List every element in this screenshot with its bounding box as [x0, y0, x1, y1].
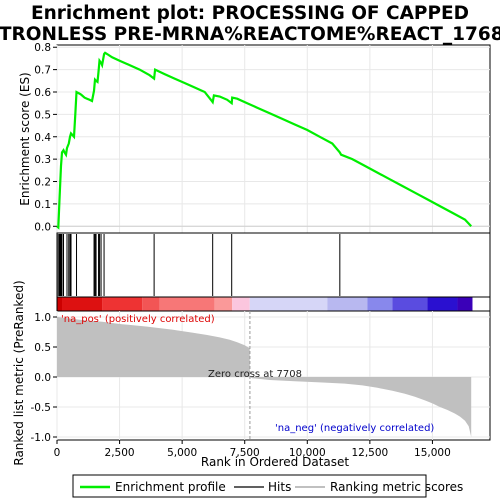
x-tick-label: 5,000: [167, 447, 197, 459]
rank-color-segment: [249, 297, 328, 311]
es-y-tick-label: 0.1: [34, 199, 51, 211]
legend-metric-label: Ranking metric scores: [330, 480, 463, 494]
es-panel: 0.0 0.1 0.2 0.3 0.4 0.5 0.6 0.7 0.8: [34, 42, 491, 234]
legend-hits-label: Hits: [268, 480, 291, 494]
rank-color-segment: [62, 297, 103, 311]
metric-y-axis-label: Ranked list metric (PreRanked): [12, 280, 26, 465]
rank-color-segment: [367, 297, 393, 311]
es-y-tick-label: 0.2: [34, 177, 51, 189]
es-y-tick-label: 0.6: [34, 87, 51, 99]
rank-color-segment: [57, 297, 63, 311]
x-tick-label: 0: [54, 447, 61, 459]
chart-title-line-2: INTRONLESS PRE-MRNA%REACTOME%REACT_1768.…: [0, 24, 500, 45]
chart-title-line-1: Enrichment plot: PROCESSING OF CAPPED: [31, 3, 469, 24]
x-axis-label: Rank in Ordered Dataset: [201, 455, 349, 469]
metric-y-tick-label: 1.0: [34, 312, 51, 324]
metric-y-ticks: 1.0 0.5 0.0 -0.5 -1.0: [31, 312, 57, 444]
rank-color-segment: [142, 297, 160, 311]
metric-y-tick-label: -0.5: [31, 402, 52, 414]
metric-x-ticks: 0 2,500 5,000 7,500 10,000 12,500 15,000: [54, 440, 451, 459]
rank-color-segment: [159, 297, 215, 311]
es-y-tick-label: 0.4: [34, 132, 51, 144]
rank-color-segment: [392, 297, 428, 311]
zero-cross-label: Zero cross at 7708: [208, 369, 302, 380]
rank-color-segment: [214, 297, 233, 311]
positive-correlation-label: 'na_pos' (positively correlated): [61, 314, 215, 325]
negative-correlation-label: 'na_neg' (negatively correlated): [275, 423, 434, 434]
metric-y-tick-label: 0.0: [34, 372, 51, 384]
es-y-tick-label: 0.5: [34, 109, 51, 121]
hits-panel-frame: [56, 232, 491, 298]
legend-box: [72, 474, 427, 498]
metric-panel: 1.0 0.5 0.0 -0.5 -1.0 0 2,500 5,000 7,500 10,000…: [31, 310, 491, 459]
es-curve-line: [56, 51, 473, 230]
es-y-ticks: 0.0 0.1 0.2 0.3 0.4 0.5 0.6 0.7 0.8: [34, 42, 57, 233]
es-y-tick-label: 0.3: [34, 154, 51, 166]
x-tick-label: 7,500: [230, 447, 260, 459]
metric-y-tick-label: -1.0: [31, 432, 52, 444]
es-y-axis-label: Enrichment score (ES): [18, 72, 32, 205]
rank-color-segment: [427, 297, 458, 311]
rank-color-segment: [457, 297, 473, 311]
legend-enrichment-label: Enrichment profile: [115, 480, 226, 494]
hits-panel: [56, 232, 491, 298]
es-y-tick-label: 0.7: [34, 65, 51, 77]
legend: Enrichment profile Hits Ranking metric s…: [72, 474, 463, 498]
rank-color-segment: [232, 297, 250, 311]
x-tick-label: 15,000: [414, 447, 451, 459]
metric-area: [57, 317, 472, 437]
es-y-tick-label: 0.0: [34, 221, 51, 233]
x-tick-label: 2,500: [105, 447, 135, 459]
es-y-tick-label: 0.8: [34, 42, 51, 54]
rank-color-segment: [327, 297, 368, 311]
hit-marks: [57, 234, 341, 296]
x-tick-label: 10,000: [289, 447, 326, 459]
rank-color-segment: [102, 297, 143, 311]
rank-color-bar: [56, 296, 491, 312]
metric-y-tick-label: 0.5: [34, 342, 51, 354]
x-tick-label: 12,500: [351, 447, 388, 459]
es-panel-frame: [56, 44, 491, 234]
